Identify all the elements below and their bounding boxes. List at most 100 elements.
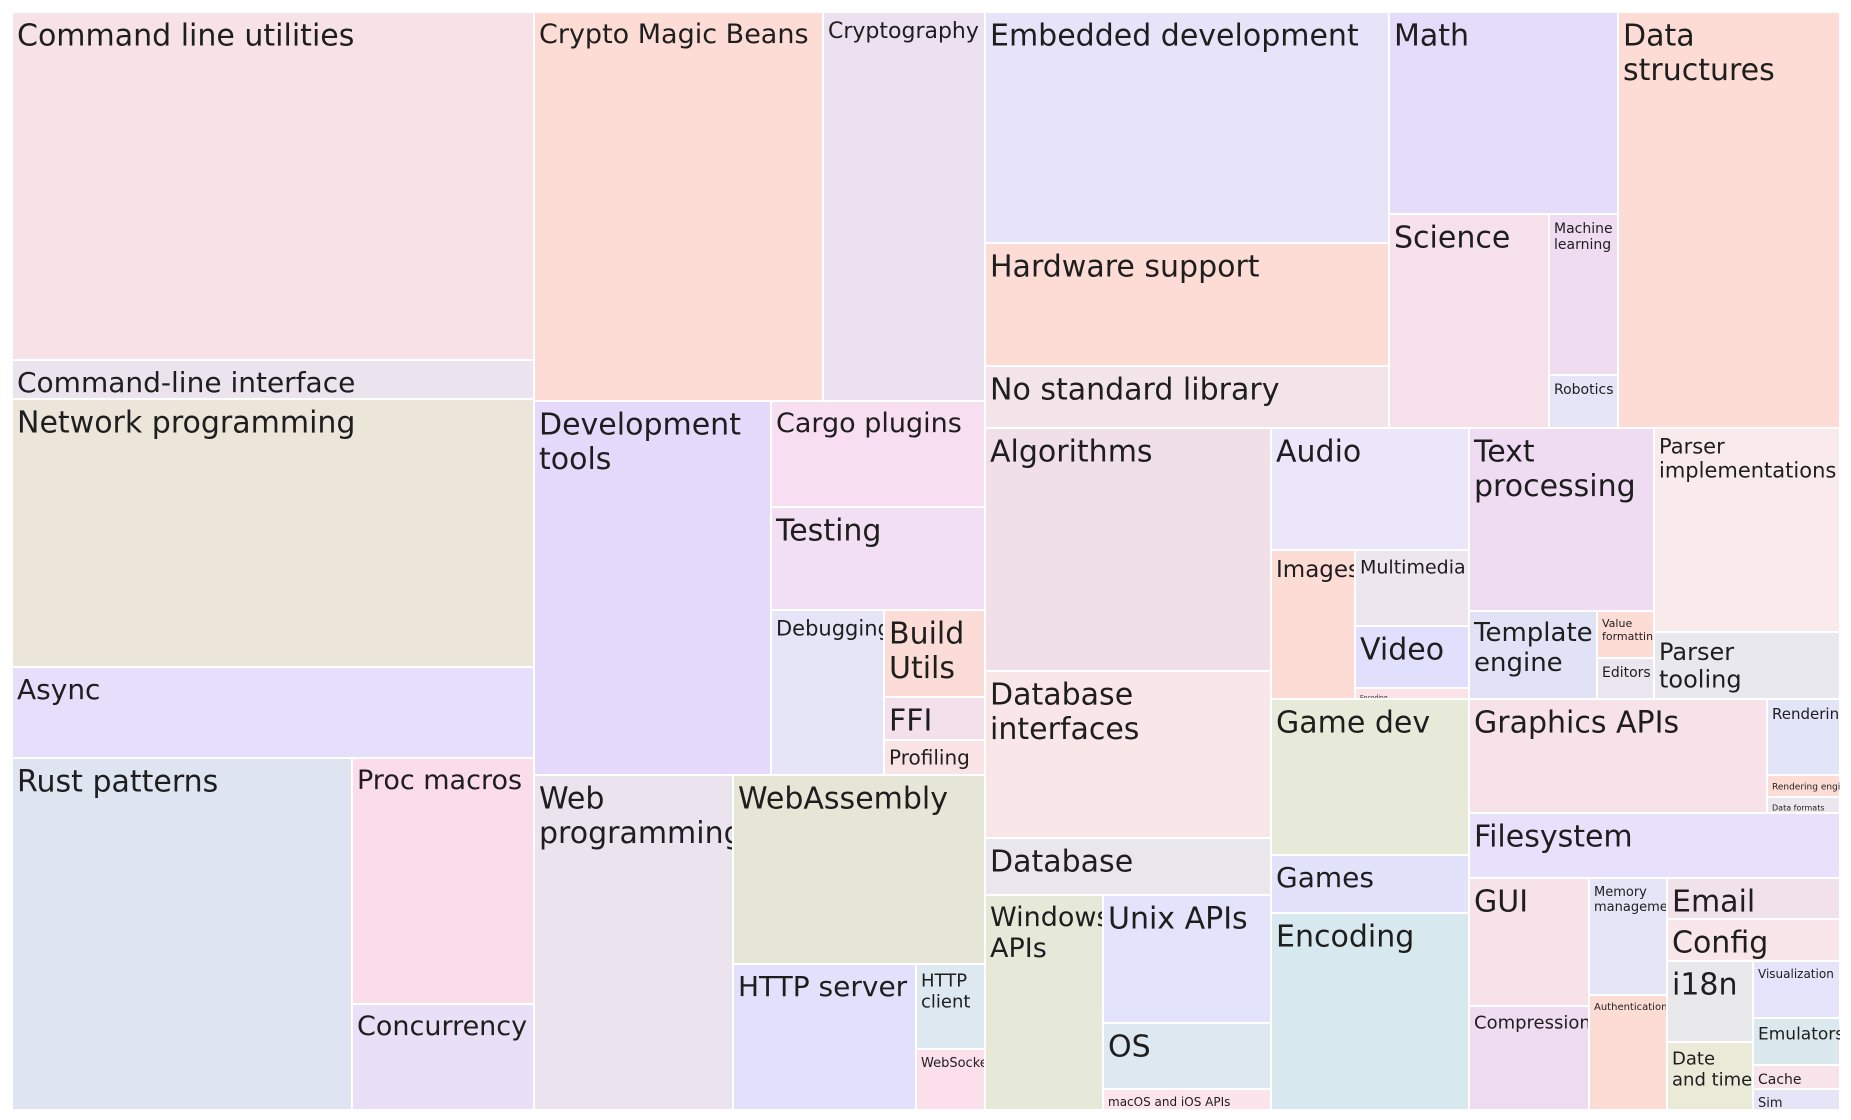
tile-memory-management-57[interactable]: Memory management <box>1588 877 1681 996</box>
tile-rect-2 <box>11 398 535 668</box>
tile-emulators-63[interactable]: Emulators <box>1752 1017 1844 1066</box>
tile-label-35: macOS and iOS APIs <box>1108 1095 1230 1109</box>
tile-data-formats-53[interactable]: Data formats <box>1766 796 1841 814</box>
tile-sim-66[interactable]: Sim <box>1752 1088 1841 1111</box>
tile-label-11: Testing <box>775 514 881 549</box>
tile-game-dev-41[interactable]: Game dev <box>1270 698 1470 856</box>
tile-label-51: Rendering <box>1772 705 1849 723</box>
tile-rect-6 <box>351 1003 535 1111</box>
tile-label-22: Hardware support <box>990 250 1260 285</box>
tile-macos-and-ios-apis-35[interactable]: macOS and iOS APIs <box>1102 1088 1272 1111</box>
tile-embedded-development-21[interactable]: Embedded development <box>984 11 1390 244</box>
tile-profiling-15[interactable]: Profiling <box>883 739 986 776</box>
tile-testing-11[interactable]: Testing <box>770 506 986 611</box>
tile-rect-50 <box>1468 698 1768 814</box>
tile-audio-36[interactable]: Audio <box>1270 427 1470 551</box>
tile-rect-1 <box>11 359 535 400</box>
tile-date-and-time-64[interactable]: Date and time <box>1666 1041 1754 1111</box>
tile-unix-apis-33[interactable]: Unix APIs <box>1102 894 1272 1024</box>
tile-build-utils-13[interactable]: Build Utils <box>883 609 986 698</box>
tile-authentication-58[interactable]: Authentication <box>1588 994 1668 1111</box>
tile-editors-48[interactable]: Editors <box>1596 657 1655 700</box>
tile-os-34[interactable]: OS <box>1102 1022 1272 1090</box>
tile-encoding-43[interactable]: Encoding <box>1270 912 1470 1111</box>
tile-data-structures-28[interactable]: Data structures <box>1617 11 1841 429</box>
tile-machine-learning-26[interactable]: Machine learning <box>1548 213 1619 376</box>
tile-label-2: Network programming <box>17 406 355 441</box>
tile-email-59[interactable]: Email <box>1666 877 1841 920</box>
tile-robotics-27[interactable]: Robotics <box>1548 374 1619 429</box>
tile-command-line-interface-1[interactable]: Command-line interface <box>11 359 535 400</box>
tile-rect-61 <box>1666 960 1754 1043</box>
tile-label-13: Build Utils <box>889 617 964 687</box>
tile-label-46: Template engine <box>1473 618 1593 678</box>
tile-label-65: Cache <box>1758 1072 1802 1088</box>
tile-command-line-utilities-0[interactable]: Command line utilities <box>11 11 535 361</box>
tile-math-24[interactable]: Math <box>1388 11 1619 215</box>
tile-images-37[interactable]: Images <box>1270 549 1360 700</box>
tile-config-60[interactable]: Config <box>1666 918 1841 962</box>
tile-science-25[interactable]: Science <box>1388 213 1550 429</box>
tile-template-engine-46[interactable]: Template engine <box>1468 610 1598 700</box>
tile-rendering-engine-52[interactable]: Rendering engine <box>1766 774 1851 798</box>
tile-parser-tooling-49[interactable]: Parser tooling <box>1653 631 1841 700</box>
tile-gui-55[interactable]: GUI <box>1468 877 1590 1007</box>
tile-games-42[interactable]: Games <box>1270 854 1470 914</box>
tile-crypto-magic-beans-7[interactable]: Crypto Magic Beans <box>533 11 824 402</box>
tile-windows-apis-32[interactable]: Windows APIs <box>984 894 1111 1111</box>
tile-algorithms-29[interactable]: Algorithms <box>984 427 1272 672</box>
tile-label-7: Crypto Magic Beans <box>539 19 809 50</box>
tile-proc-macros-5[interactable]: Proc macros <box>351 757 535 1005</box>
tile-hardware-support-22[interactable]: Hardware support <box>984 242 1390 367</box>
tile-debugging-12[interactable]: Debugging <box>770 609 891 776</box>
tile-text-processing-44[interactable]: Text processing <box>1468 427 1655 612</box>
tile-concurrency-6[interactable]: Concurrency <box>351 1003 535 1111</box>
tile-label-42: Games <box>1276 861 1374 894</box>
tile-label-20: WebSocket <box>921 1056 993 1071</box>
tile-database-interfaces-30[interactable]: Database interfaces <box>984 670 1272 839</box>
tile-ffi-14[interactable]: FFI <box>883 696 986 741</box>
tile-async-3[interactable]: Async <box>11 666 535 759</box>
tile-http-server-18[interactable]: HTTP server <box>732 963 917 1111</box>
tile-rect-20 <box>915 1048 986 1111</box>
tile-network-programming-2[interactable]: Network programming <box>11 398 535 668</box>
tile-parser-implementations-45[interactable]: Parser implementations <box>1653 427 1841 633</box>
tile-label-31: Database <box>990 845 1133 880</box>
tile-rendering-51[interactable]: Rendering <box>1766 698 1849 776</box>
tile-no-standard-library-23[interactable]: No standard library <box>984 365 1390 429</box>
tile-rect-16 <box>533 774 734 1111</box>
tile-cargo-plugins-10[interactable]: Cargo plugins <box>770 400 986 508</box>
tile-multimedia-38[interactable]: Multimedia <box>1354 549 1470 627</box>
tile-filesystem-54[interactable]: Filesystem <box>1468 812 1841 879</box>
tile-cryptography-8[interactable]: Cryptography <box>822 11 986 402</box>
tile-rect-46 <box>1468 610 1598 700</box>
tile-compression-56[interactable]: Compression <box>1468 1005 1591 1111</box>
tile-label-33: Unix APIs <box>1108 902 1248 937</box>
tile-label-32: Windows APIs <box>990 902 1111 964</box>
tile-value-formatting-47[interactable]: Value formatting <box>1596 610 1660 659</box>
tile-visualization-62[interactable]: Visualization <box>1752 960 1841 1019</box>
tile-label-8: Cryptography <box>828 19 979 44</box>
tile-http-client-19[interactable]: HTTP client <box>915 963 986 1050</box>
tile-label-49: Parser tooling <box>1659 638 1742 694</box>
tile-label-27: Robotics <box>1554 382 1614 398</box>
tile-webassembly-17[interactable]: WebAssembly <box>732 774 986 965</box>
tile-rect-37 <box>1270 549 1356 700</box>
tile-label-5: Proc macros <box>357 765 522 796</box>
tile-rect-0 <box>11 11 535 361</box>
tile-video-39[interactable]: Video <box>1354 625 1470 689</box>
tile-label-12: Debugging <box>776 616 891 640</box>
tile-label-21: Embedded development <box>990 19 1359 54</box>
tile-graphics-apis-50[interactable]: Graphics APIs <box>1468 698 1768 814</box>
tile-label-10: Cargo plugins <box>776 408 962 439</box>
tile-web-programming-16[interactable]: Web programming <box>533 774 743 1111</box>
tile-rust-patterns-4[interactable]: Rust patterns <box>11 757 353 1111</box>
tile-label-45: Parser implementations <box>1659 434 1836 482</box>
tile-cache-65[interactable]: Cache <box>1752 1064 1841 1090</box>
tile-i18n-61[interactable]: i18n <box>1666 960 1754 1043</box>
tile-rect-26 <box>1548 213 1619 376</box>
tile-development-tools-9[interactable]: Development tools <box>533 400 772 776</box>
tile-rect-58 <box>1588 994 1668 1111</box>
tile-websocket-20[interactable]: WebSocket <box>915 1048 993 1111</box>
tile-database-31[interactable]: Database <box>984 837 1272 896</box>
